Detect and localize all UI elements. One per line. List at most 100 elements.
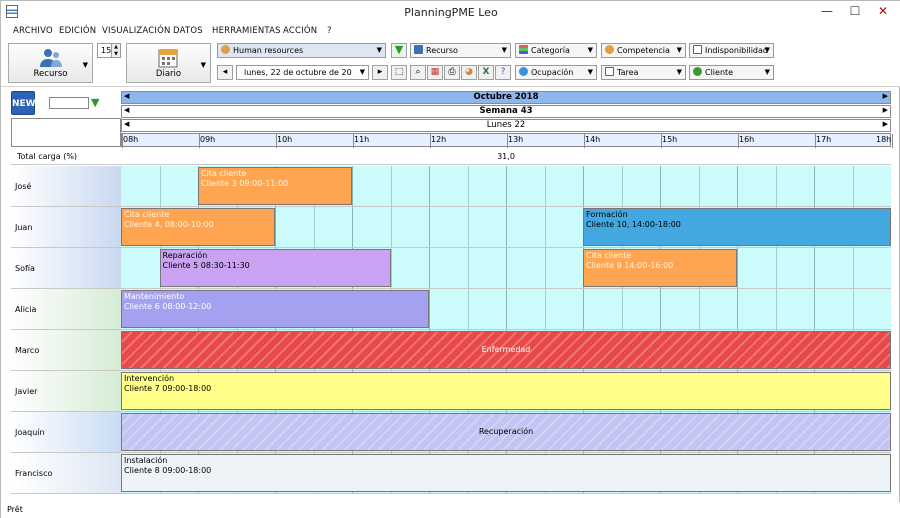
new-button[interactable]: NEW — [11, 91, 36, 115]
hour-text: 15h — [662, 135, 678, 144]
task-block[interactable]: Cita cliente Cliente 3 09:00-11:00 — [198, 167, 352, 205]
categoria-combo[interactable]: Categoría ▼ — [515, 43, 597, 58]
grid-line — [775, 248, 777, 288]
next-day-arrow[interactable]: ▶ — [882, 120, 888, 128]
chevron-down-icon: ▼ — [587, 68, 593, 76]
hour-text: 14h — [585, 135, 601, 144]
menu-visualizacion[interactable]: VISUALIZACIÓN — [102, 26, 171, 36]
resource-timeline[interactable]: Intervención Cliente 7 09:00-18:00 — [121, 371, 891, 411]
ocupacion-combo[interactable]: Ocupación ▼ — [515, 65, 597, 80]
grid-line — [467, 207, 469, 247]
maximize-button[interactable]: ☐ — [849, 4, 861, 18]
filter-icon[interactable]: ▼ — [91, 96, 100, 109]
menu-help[interactable]: ? — [327, 26, 332, 36]
menu-archivo[interactable]: ARCHIVO — [13, 26, 53, 36]
task-title: Cita cliente — [201, 169, 247, 178]
task-details: Cliente 3 09:00-11:00 — [201, 179, 289, 188]
menu-accion[interactable]: ACCIÓN — [283, 26, 318, 36]
resources-combo[interactable]: Human resources ▼ — [217, 43, 386, 58]
resource-name[interactable]: Joaquín — [11, 412, 121, 452]
grid-line — [390, 207, 392, 247]
filter-button[interactable]: ▼ — [391, 43, 407, 58]
task-details: Cliente 7 09:00-18:00 — [124, 384, 212, 393]
resource-row: Marco Enfermedad — [11, 330, 891, 371]
resource-name[interactable]: Marco — [11, 330, 121, 370]
resource-row: Alicia Mantenimiento Cliente 6 08:00-12:00 — [11, 289, 891, 330]
prev-day-arrow[interactable]: ◀ — [124, 120, 130, 128]
task-block[interactable]: Formación Cliente 10, 14:00-18:00 — [583, 208, 891, 246]
grid-line — [390, 166, 392, 206]
indisponibilidad-combo[interactable]: Indisponibilidad ▼ — [689, 43, 774, 58]
date-picker[interactable]: lunes, 22 de octubre de 20 ▼ — [236, 65, 369, 80]
task-title: Formación — [586, 210, 628, 219]
total-load-value: 31,0 — [497, 152, 515, 161]
resource-name[interactable]: Juan — [11, 207, 121, 247]
task-block[interactable]: Instalación Cliente 8 09:00-18:00 — [121, 454, 891, 492]
resource-timeline[interactable]: Cita cliente Cliente 4, 08:00-10:00 Formac… — [121, 207, 891, 247]
resource-row: José Cita cliente Cliente 3 09:00-11:00 — [11, 166, 891, 207]
task-details: Cliente 8 09:00-18:00 — [124, 466, 212, 475]
toolbar: Recurso ▼ 15 ▲ ▼ Diario ▼ Human resources… — [1, 39, 900, 87]
print-button[interactable]: ⎙ — [444, 65, 460, 80]
chevron-down-icon: ▼ — [676, 46, 682, 54]
menu-datos[interactable]: DATOS — [173, 26, 203, 36]
task-details: Cliente 4, 08:00-10:00 — [124, 220, 214, 229]
competencia-combo[interactable]: Competencia ▼ — [601, 43, 686, 58]
close-button[interactable]: ✕ — [877, 4, 889, 18]
prev-month-arrow[interactable]: ◀ — [124, 92, 130, 100]
next-week-arrow[interactable]: ▶ — [882, 106, 888, 114]
help-button[interactable]: ? — [495, 65, 511, 80]
cliente-combo[interactable]: Cliente ▼ — [689, 65, 774, 80]
resource-name[interactable]: Sofía — [11, 248, 121, 288]
task-block[interactable]: Intervención Cliente 7 09:00-18:00 — [121, 372, 891, 410]
month-label: Octubre 2018 — [473, 92, 539, 102]
prev-week-arrow[interactable]: ◀ — [124, 106, 130, 114]
unavailability-icon — [693, 45, 702, 54]
spin-arrows[interactable]: ▲ ▼ — [111, 43, 121, 58]
resource-timeline[interactable]: Cita cliente Cliente 3 09:00-11:00 — [121, 166, 891, 206]
select-button[interactable]: ⬚ — [391, 65, 407, 80]
chart-button[interactable]: ◕ — [461, 65, 477, 80]
task-block[interactable]: Recuperación — [121, 413, 891, 451]
resource-name[interactable]: Javier — [11, 371, 121, 411]
prev-date-button[interactable]: ◂ — [217, 65, 233, 80]
resource-name[interactable]: Alicia — [11, 289, 121, 329]
calendar-tool-button[interactable]: ▦ — [427, 65, 443, 80]
hour-text: 12h — [431, 135, 447, 144]
task-block[interactable]: Enfermedad — [121, 331, 891, 369]
app-icon — [6, 5, 18, 18]
resource-timeline[interactable]: Instalación Cliente 8 09:00-18:00 — [121, 453, 891, 493]
next-month-arrow[interactable]: ▶ — [882, 92, 888, 100]
grid-line — [506, 289, 507, 329]
recurso-view-button[interactable]: Recurso ▼ — [8, 43, 93, 83]
grid-line — [390, 248, 392, 288]
excel-button[interactable]: X — [478, 65, 494, 80]
resource-timeline[interactable]: Reparación Cliente 5 08:30-11:30 Cita clie… — [121, 248, 891, 288]
grid-line — [852, 289, 854, 329]
pie-chart-icon: ◕ — [465, 67, 473, 77]
resource-name[interactable]: Francisco — [11, 453, 121, 493]
recurso-filter-combo[interactable]: Recurso ▼ — [410, 43, 511, 58]
grid-line — [852, 248, 854, 288]
search-button[interactable]: ⌕ — [410, 65, 426, 80]
grid-line — [467, 289, 469, 329]
grid-filter-input[interactable] — [49, 97, 89, 109]
resource-name[interactable]: José — [11, 166, 121, 206]
resource-timeline[interactable]: Enfermedad — [121, 330, 891, 370]
menu-edicion[interactable]: EDICIÓN — [59, 26, 97, 36]
diario-view-button[interactable]: Diario ▼ — [126, 43, 211, 83]
minimize-button[interactable]: — — [821, 4, 833, 18]
resource-timeline[interactable]: Mantenimiento Cliente 6 08:00-12:00 — [121, 289, 891, 329]
resource-timeline[interactable]: Recuperación — [121, 412, 891, 452]
next-date-button[interactable]: ▸ — [372, 65, 388, 80]
menu-herramientas[interactable]: HERRAMIENTAS — [212, 26, 281, 36]
task-block[interactable]: Reparación Cliente 5 08:30-11:30 — [159, 249, 391, 287]
task-block[interactable]: Mantenimiento Cliente 6 08:00-12:00 — [121, 290, 429, 328]
tarea-combo[interactable]: Tarea ▼ — [601, 65, 686, 80]
occupation-icon — [519, 67, 528, 76]
task-block[interactable]: Cita cliente Cliente 4, 08:00-10:00 — [121, 208, 275, 246]
grid-line — [660, 289, 661, 329]
task-block[interactable]: Cita cliente Cliente 9 14:00-16:00 — [583, 249, 737, 287]
task-details: Cliente 9 14:00-16:00 — [586, 261, 674, 270]
